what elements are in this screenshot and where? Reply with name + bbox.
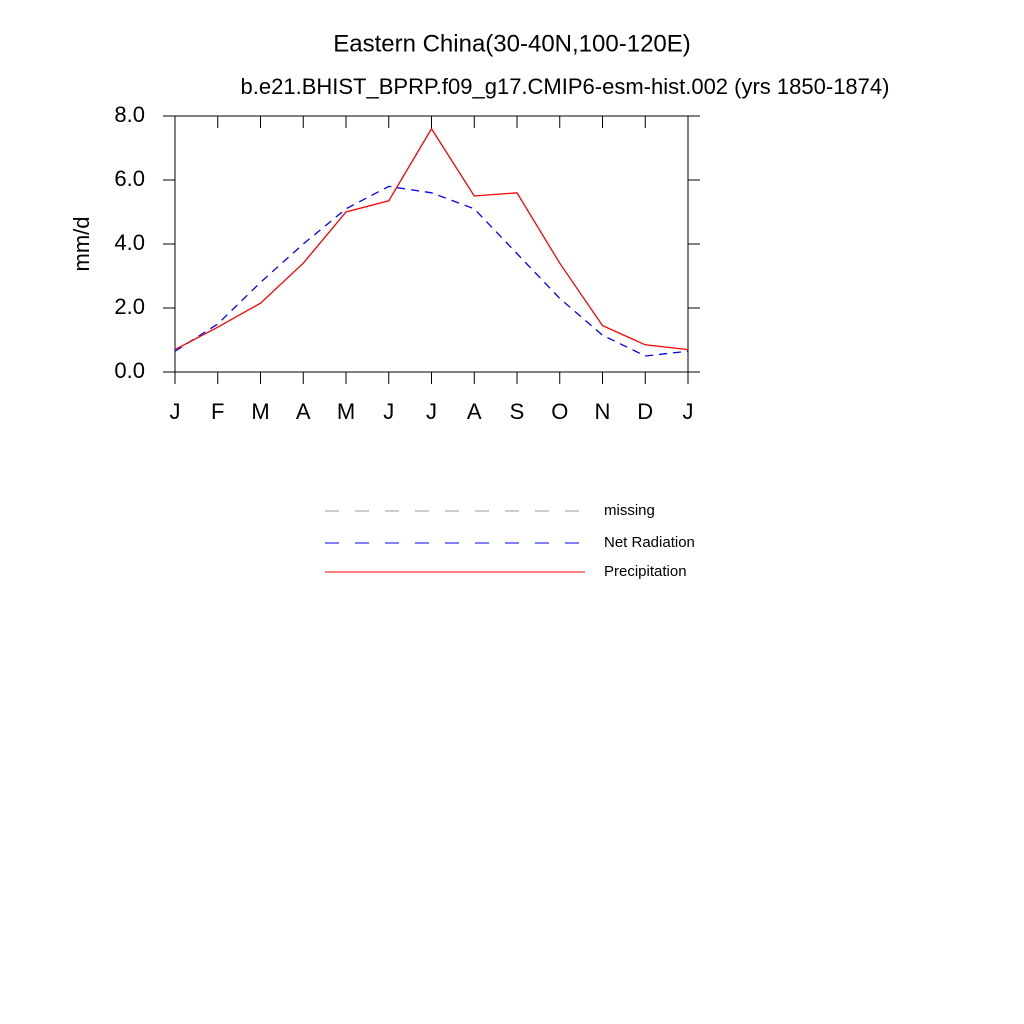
x-tick-label: F (211, 399, 224, 424)
y-tick-label: 4.0 (114, 230, 145, 255)
x-tick-label: M (337, 399, 355, 424)
x-tick-label: N (595, 399, 611, 424)
x-tick-label: J (383, 399, 394, 424)
chart-title: Eastern China(30-40N,100-120E) (333, 30, 691, 57)
legend-label: missing (604, 502, 655, 519)
x-tick-label: A (296, 399, 311, 424)
y-tick-label: 2.0 (114, 294, 145, 319)
x-tick-label: J (683, 399, 694, 424)
x-tick-label: O (551, 399, 568, 424)
y-tick-label: 6.0 (114, 166, 145, 191)
y-tick-label: 8.0 (114, 102, 145, 127)
x-tick-label: A (467, 399, 482, 424)
x-tick-label: D (637, 399, 653, 424)
chart-subtitle: b.e21.BHIST_BPRP.f09_g17.CMIP6-esm-hist.… (241, 74, 890, 99)
legend-label: Precipitation (604, 563, 687, 580)
y-tick-label: 0.0 (114, 358, 145, 383)
data-line (174, 185, 689, 357)
x-tick-label: J (426, 399, 437, 424)
x-tick-label: J (170, 399, 181, 424)
data-line (174, 127, 689, 351)
legend-label: Net Radiation (604, 534, 695, 551)
y-axis-label: mm/d (69, 217, 94, 272)
x-tick-label: M (251, 399, 269, 424)
x-tick-label: S (510, 399, 525, 424)
plot-frame (174, 115, 689, 373)
